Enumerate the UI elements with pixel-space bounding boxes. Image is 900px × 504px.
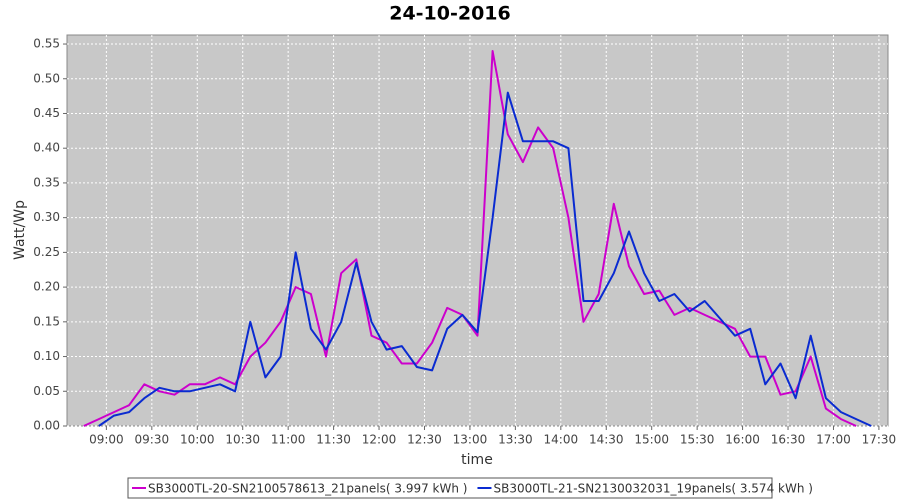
y-tick-label: 0.30: [33, 210, 60, 224]
y-tick-label: 0.05: [33, 384, 60, 398]
x-tick-label: 11:30: [316, 433, 351, 447]
y-tick-label: 0.20: [33, 280, 60, 294]
x-tick-label: 14:00: [544, 433, 579, 447]
x-tick-label: 10:30: [225, 433, 260, 447]
y-tick-label: 0.50: [33, 71, 60, 85]
x-tick-label: 11:00: [271, 433, 306, 447]
legend: [127, 477, 773, 499]
plot-area: [66, 34, 889, 427]
series-line: [98, 91, 872, 427]
x-tick-label: 13:30: [498, 433, 533, 447]
y-tick-label: 0.35: [33, 175, 60, 189]
legend-label: SB3000TL-21-SN2130032031_19panels( 3.574…: [493, 482, 812, 496]
y-tick-label: 0.55: [33, 37, 60, 51]
chart-title: 24-10-2016: [389, 3, 511, 25]
x-tick-label: 16:00: [725, 433, 760, 447]
x-tick-label: 10:00: [180, 433, 215, 447]
x-axis-label: time: [461, 452, 493, 468]
legend-label: SB3000TL-20-SN2100578613_21panels( 3.997…: [148, 482, 467, 496]
y-tick-label: 0.00: [33, 419, 60, 433]
x-tick-label: 17:00: [816, 433, 851, 447]
x-tick-label: 17:30: [862, 433, 897, 447]
y-tick-label: 0.25: [33, 245, 60, 259]
x-tick-label: 09:00: [89, 433, 124, 447]
y-tick-label: 0.45: [33, 106, 60, 120]
x-tick-label: 12:30: [407, 433, 442, 447]
x-tick-label: 15:00: [634, 433, 669, 447]
x-tick-label: 12:00: [362, 433, 397, 447]
y-tick-label: 0.15: [33, 314, 60, 328]
y-axis-label: Watt/Wp: [12, 200, 28, 260]
y-tick-label: 0.10: [33, 349, 60, 363]
y-tick-label: 0.40: [33, 141, 60, 155]
series-line: [83, 50, 857, 427]
x-tick-label: 16:30: [771, 433, 806, 447]
x-tick-label: 14:30: [589, 433, 624, 447]
x-tick-label: 15:30: [680, 433, 715, 447]
x-tick-label: 13:00: [453, 433, 488, 447]
x-tick-label: 09:30: [135, 433, 170, 447]
